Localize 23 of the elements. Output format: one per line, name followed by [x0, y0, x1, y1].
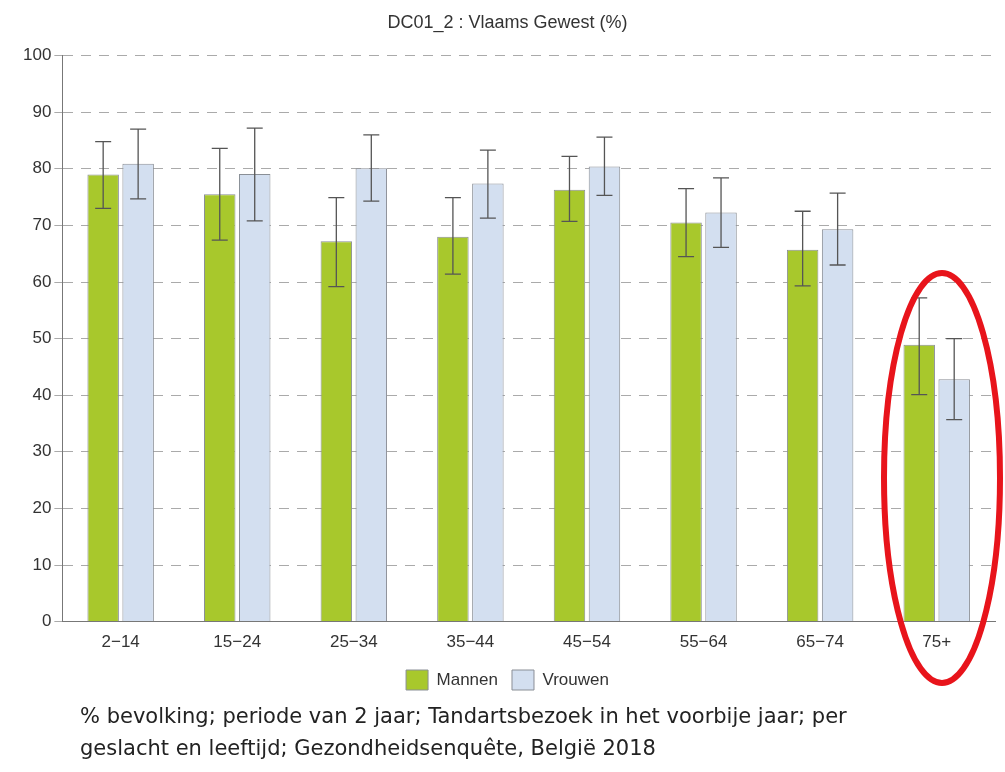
y-tick-label: 100	[22, 45, 52, 65]
x-tick-label: 2−14	[101, 632, 140, 652]
x-tick-label: 15−24	[213, 632, 262, 652]
y-tick-label: 60	[32, 271, 52, 291]
y-tick-label: 70	[32, 215, 52, 235]
y-tick-label: 80	[32, 158, 52, 178]
y-tick-label: 10	[32, 554, 52, 574]
y-tick-label: 20	[32, 498, 52, 518]
x-tick-label: 45−54	[563, 632, 611, 652]
y-tick-label: 40	[32, 384, 52, 404]
x-tick-label: 25−34	[329, 632, 378, 652]
text: % bevolking; periode van 2 jaar; Tandartsbezoek in het voorbije jaar; per geslacht en leeftijd; Gezondheidsenquête, België 2018	[80, 703, 848, 762]
y-tick-label: 50	[32, 328, 52, 348]
y-tick-label: 0	[41, 611, 52, 631]
x-tick-label: 55−64	[679, 632, 728, 652]
x-tick-label: 65−74	[796, 632, 845, 652]
y-tick-label: 30	[32, 441, 52, 461]
x-tick-label: 35−44	[446, 632, 495, 652]
legend-label: Mannen	[436, 669, 498, 689]
chart-title: DC01_2 : Vlaams Gewest (%)	[387, 11, 628, 33]
legend-label: Vrouwen	[542, 669, 609, 689]
y-tick-label: 90	[32, 101, 52, 121]
x-tick-label: 75+	[922, 632, 952, 652]
